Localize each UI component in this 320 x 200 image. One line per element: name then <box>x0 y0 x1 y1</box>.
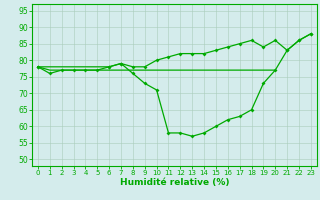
X-axis label: Humidité relative (%): Humidité relative (%) <box>120 178 229 187</box>
